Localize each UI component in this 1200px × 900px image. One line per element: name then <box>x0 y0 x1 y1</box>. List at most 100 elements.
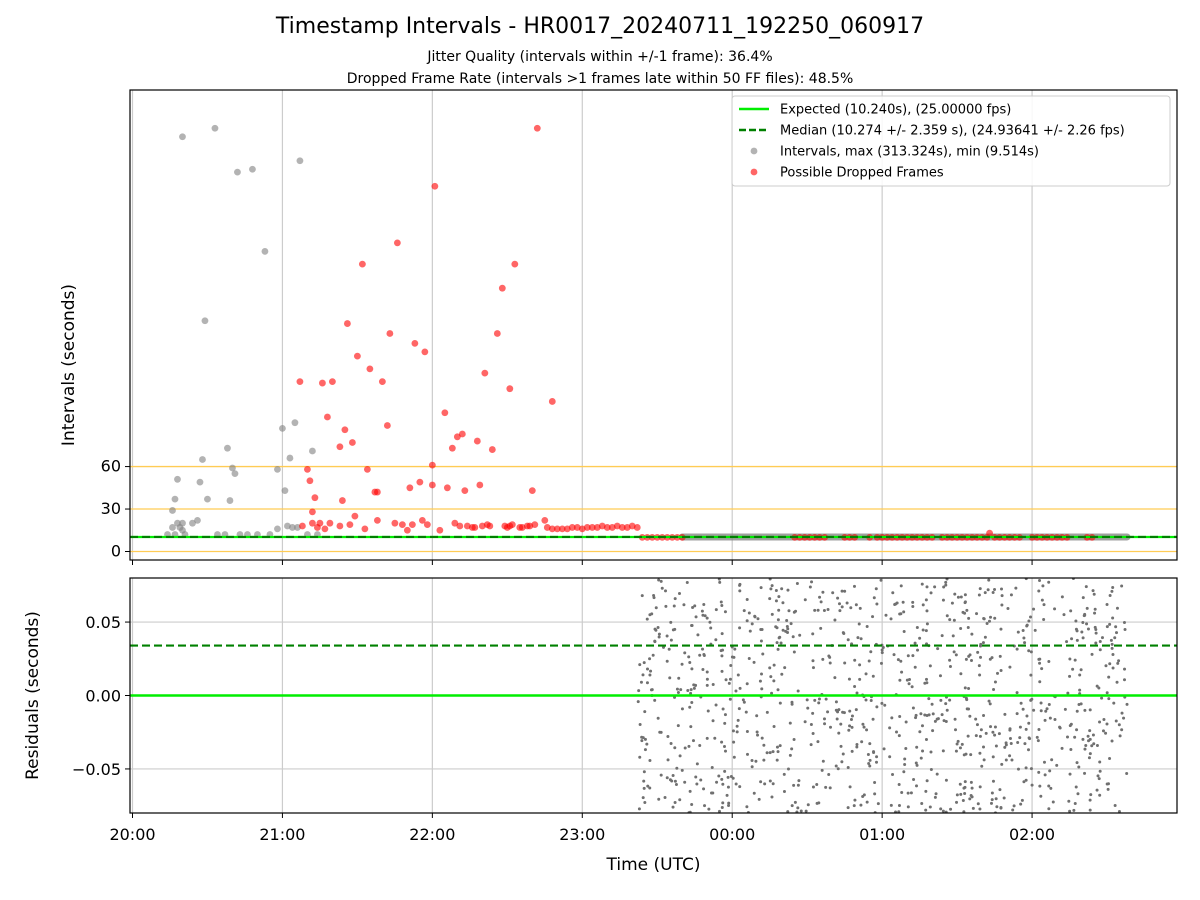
residual-point <box>964 752 968 756</box>
residual-point <box>910 685 914 689</box>
residual-point <box>735 730 739 734</box>
residual-point <box>696 633 700 637</box>
residual-point <box>1045 707 1049 711</box>
residual-point <box>1014 586 1018 590</box>
residual-point <box>868 758 872 762</box>
residual-point <box>834 764 838 768</box>
residual-point <box>959 627 963 631</box>
residual-point <box>1083 747 1087 751</box>
residual-point <box>654 606 658 610</box>
residual-point <box>821 590 825 594</box>
dropped-frame-point <box>373 488 381 496</box>
residual-point <box>818 595 822 599</box>
residual-point <box>705 670 709 674</box>
residual-point <box>1105 602 1109 606</box>
residual-point <box>1022 636 1026 640</box>
residual-point <box>744 710 748 714</box>
residual-point <box>828 725 832 729</box>
residual-point <box>760 687 764 691</box>
residual-point <box>1016 630 1020 634</box>
residual-point <box>1060 595 1064 599</box>
residual-point <box>1039 794 1043 798</box>
residual-point <box>667 647 671 651</box>
residual-point <box>659 773 663 777</box>
residual-point <box>1030 783 1034 787</box>
residual-point <box>1086 627 1090 631</box>
residual-point <box>839 744 843 748</box>
residual-point <box>775 626 779 630</box>
residual-point <box>975 723 979 727</box>
residual-point <box>857 622 861 626</box>
residual-point <box>680 707 684 711</box>
residual-point <box>653 627 657 631</box>
residual-point <box>714 703 718 707</box>
residual-point <box>1114 625 1118 629</box>
dropped-frame-point <box>324 413 331 421</box>
residual-point <box>1120 711 1124 715</box>
residual-point <box>945 614 949 618</box>
residual-point <box>720 806 724 810</box>
residual-point <box>905 678 909 682</box>
residual-point <box>850 725 854 729</box>
residual-point <box>1077 703 1081 707</box>
residual-point <box>984 731 988 735</box>
dropped-frame-point <box>343 320 351 327</box>
residual-point <box>1023 641 1027 645</box>
residual-point <box>755 730 759 734</box>
legend-box <box>731 95 1171 187</box>
residual-point <box>770 612 774 616</box>
residual-point <box>868 742 872 746</box>
residual-point <box>1039 709 1043 713</box>
residual-point <box>664 604 668 608</box>
residual-point <box>753 615 757 619</box>
residual-point <box>981 641 985 645</box>
residual-point <box>936 647 940 651</box>
residual-point <box>916 648 920 652</box>
residual-point <box>690 623 694 627</box>
residual-point <box>969 658 973 662</box>
residual-point <box>1062 613 1066 617</box>
residual-point <box>834 708 838 712</box>
residual-point <box>827 773 831 777</box>
residual-point <box>649 669 653 673</box>
residual-point <box>944 778 948 782</box>
residual-point <box>923 713 927 717</box>
dropped-frame-point <box>304 465 311 473</box>
residual-point <box>651 653 655 657</box>
dropped-frame-point <box>481 369 489 377</box>
residual-point <box>1120 584 1124 588</box>
residual-point <box>953 592 957 596</box>
residual-point <box>986 588 990 592</box>
residual-point <box>772 724 776 728</box>
interval-point <box>179 519 186 527</box>
residual-point <box>948 698 952 702</box>
residual-point <box>776 688 780 692</box>
dropped-frame-point <box>316 519 324 527</box>
dropped-frame-point <box>336 443 344 451</box>
residual-point <box>1027 721 1031 725</box>
residual-point <box>846 638 850 642</box>
residual-point <box>663 795 667 799</box>
residual-point <box>690 700 694 704</box>
dropped-frame-point <box>366 365 374 373</box>
residual-point <box>745 597 749 601</box>
residual-point <box>935 772 939 776</box>
residual-point <box>1038 579 1042 583</box>
dropped-frame-point <box>451 519 459 527</box>
residual-point <box>1079 668 1083 672</box>
residual-point <box>776 750 780 754</box>
residual-point <box>720 777 724 781</box>
residual-point <box>979 655 983 659</box>
residual-point <box>811 632 815 636</box>
residual-point <box>982 617 986 621</box>
residual-point <box>723 713 727 717</box>
residual-point <box>919 712 923 716</box>
residual-point <box>948 664 952 668</box>
residual-point <box>903 757 907 761</box>
residual-point <box>869 699 873 703</box>
residual-point <box>899 659 903 663</box>
intervals-ylabel: Intervals (seconds) <box>59 284 79 446</box>
residual-point <box>811 731 815 735</box>
residual-point <box>864 698 868 702</box>
